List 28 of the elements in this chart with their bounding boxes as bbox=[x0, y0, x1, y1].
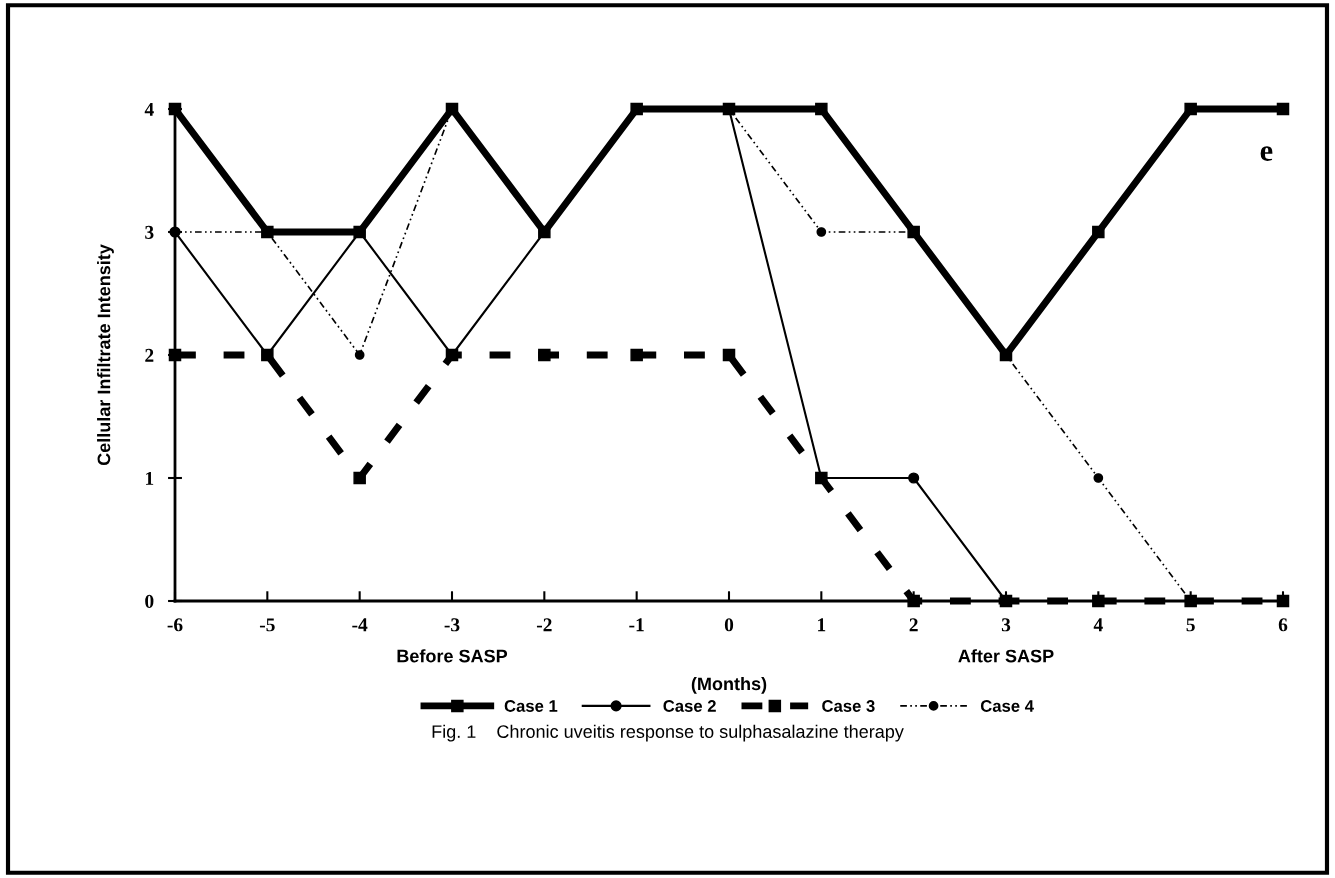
x-tick-label: -1 bbox=[629, 618, 644, 632]
legend-label: Case 2 bbox=[663, 700, 716, 712]
x-tick-label: 5 bbox=[1186, 618, 1195, 632]
legend-label: Case 4 bbox=[980, 700, 1034, 712]
x-tick-label: 4 bbox=[1093, 618, 1103, 632]
text: Before SASP bbox=[397, 649, 508, 663]
x-tick-label: -5 bbox=[259, 618, 275, 632]
y-tick-label: 1 bbox=[146, 471, 154, 485]
legend-label: Case 3 bbox=[822, 700, 875, 712]
y-tick-label: 2 bbox=[145, 348, 154, 362]
x-tick-label: -2 bbox=[536, 618, 552, 632]
x-tick-label: -3 bbox=[444, 618, 460, 632]
y-tick-label: 4 bbox=[144, 102, 154, 116]
x-tick-label: 2 bbox=[909, 618, 918, 632]
caption: Fig. 1 Chronic uveitis response to sulphasalazine therapy bbox=[432, 724, 904, 742]
y-tick-label: 3 bbox=[145, 225, 154, 239]
text: After SASP bbox=[958, 649, 1054, 663]
annotation: e bbox=[1260, 146, 1273, 161]
legend-label: Case 1 bbox=[504, 700, 558, 712]
x-tick-label: 3 bbox=[1001, 618, 1011, 632]
x-tick-label: 1 bbox=[818, 618, 826, 632]
x-axis-title: (Months) bbox=[691, 676, 767, 694]
y-tick-label: 0 bbox=[145, 594, 154, 608]
x-tick-label: -4 bbox=[352, 618, 368, 632]
x-tick-label: 6 bbox=[1278, 618, 1288, 632]
x-tick-label: 0 bbox=[724, 618, 734, 632]
x-tick-label: -6 bbox=[167, 618, 183, 632]
y-axis-title: Cellular Infiltrate Intensity bbox=[97, 244, 114, 466]
